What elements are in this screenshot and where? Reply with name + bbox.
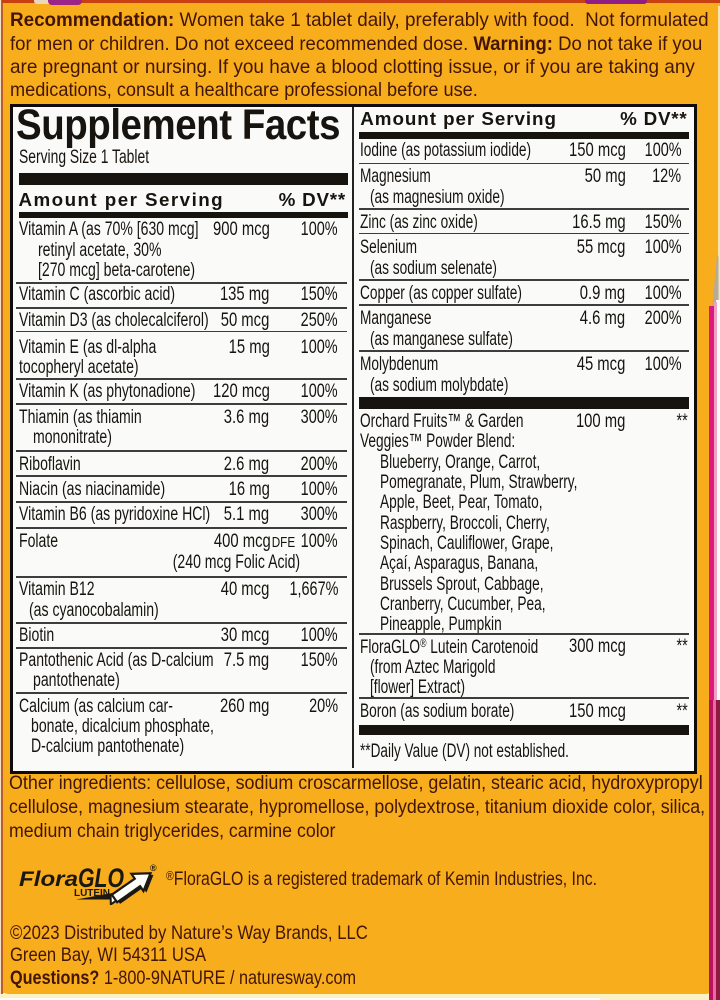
svg-text:Flora: Flora — [19, 867, 78, 891]
svg-text:LUTEIN: LUTEIN — [74, 887, 110, 899]
svg-text:®: ® — [150, 863, 157, 873]
svg-text:GLO: GLO — [78, 863, 124, 893]
